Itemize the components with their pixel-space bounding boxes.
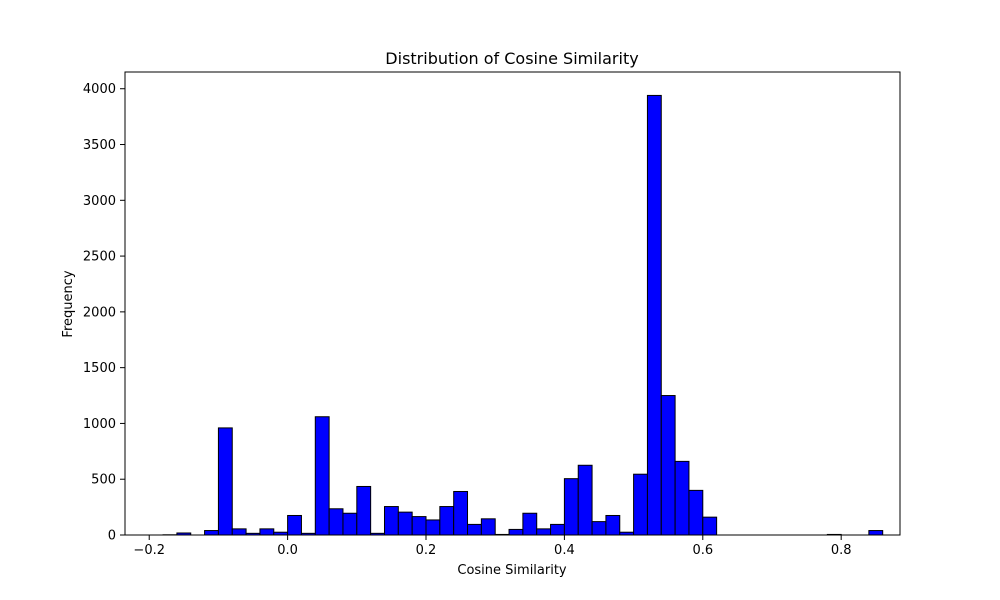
histogram-bar: [314, 416, 330, 536]
histogram-bar: [397, 511, 413, 536]
y-axis-ticks: 0 500 1000 1500 2000 2500 3000 3500 4000: [83, 82, 125, 544]
histogram-bar: [439, 506, 455, 536]
y-tick-label: 2000: [83, 305, 116, 320]
histogram-bar: [342, 512, 358, 536]
x-tick-label: 0.2: [416, 543, 437, 558]
histogram-bar: [536, 528, 552, 536]
histogram-bar: [522, 512, 538, 536]
histogram-bar: [204, 530, 219, 536]
chart-title: Distribution of Cosine Similarity: [385, 49, 638, 68]
histogram-bar: [646, 94, 662, 536]
histogram-bar: [563, 478, 579, 536]
histogram-bar: [591, 521, 607, 536]
x-tick-label: 0.6: [692, 543, 713, 558]
histogram-bar: [383, 506, 399, 536]
histogram-bar: [287, 514, 302, 536]
plot-frame: [124, 71, 901, 536]
histogram-bar: [577, 464, 593, 536]
histogram-bar: [660, 395, 676, 536]
histogram-bar: [356, 485, 372, 536]
histogram-bar: [411, 516, 427, 536]
histogram-bar: [467, 523, 482, 536]
x-tick-label: 0.0: [277, 543, 298, 558]
x-tick-label: 0.8: [831, 543, 852, 558]
y-tick-label: 2500: [83, 250, 116, 265]
histogram-bar: [868, 530, 884, 536]
y-tick-label: 1000: [83, 417, 116, 432]
histogram-bar: [605, 514, 621, 536]
histogram-bar: [508, 528, 524, 536]
y-tick-label: 0: [108, 529, 116, 544]
y-tick-label: 3000: [83, 194, 116, 209]
x-tick-label: −0.2: [133, 543, 165, 558]
x-tick-label: 0.4: [554, 543, 575, 558]
histogram-bar: [453, 490, 469, 536]
y-tick-label: 4000: [83, 82, 116, 97]
bars-layer: [162, 94, 884, 536]
histogram-bar: [480, 518, 496, 536]
histogram-bar: [217, 427, 233, 536]
y-tick-label: 3500: [83, 138, 116, 153]
y-tick-label: 1500: [83, 361, 116, 376]
histogram-bar: [259, 528, 275, 536]
x-axis-ticks: −0.2 0.0 0.2 0.4 0.6 0.8: [133, 535, 852, 558]
histogram-bar: [674, 460, 690, 536]
histogram-bar: [702, 516, 718, 536]
y-axis-label: Frequency: [61, 270, 76, 337]
y-tick-label: 500: [91, 473, 116, 488]
x-axis-label: Cosine Similarity: [457, 563, 567, 578]
histogram-bar: [328, 508, 344, 536]
histogram-bar: [231, 528, 247, 536]
histogram-bar: [688, 489, 704, 536]
histogram-bar: [550, 523, 565, 536]
histogram-bar: [633, 473, 648, 536]
histogram-bar: [425, 519, 441, 536]
